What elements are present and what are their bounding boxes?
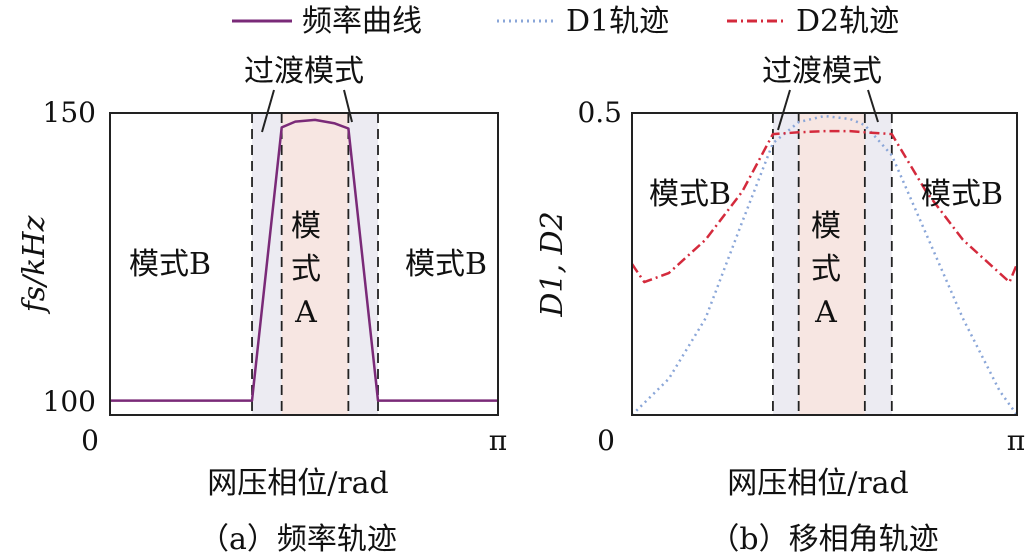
panel-b-series-d2: [630, 129, 1019, 284]
panel-a-mode-a-char-2: 式: [291, 252, 321, 287]
panel-a-regions: [251, 113, 379, 415]
panel-a-y-axis-label: fs/kHz: [17, 215, 52, 314]
panel-b-frame: [631, 112, 1018, 416]
panel-a-transition-pointer-left: [261, 89, 275, 133]
panel-b-series-d1: [631, 114, 1019, 416]
panel-a-y-tick-150: 150: [43, 96, 96, 129]
panel-b-mode-b-right: 模式B: [921, 177, 1003, 212]
panel-a-transition-pointer-right: [343, 89, 353, 123]
panel-a-mode-b-right: 模式B: [405, 247, 487, 282]
panel-a-mode-a-char-3: A: [294, 295, 317, 330]
panel-b-mode-b-left: 模式B: [649, 177, 731, 212]
panel-b-transition-label: 过渡模式: [762, 54, 882, 89]
panel-b-transition-pointer-left: [777, 89, 791, 131]
panel-b-transition-pointer-right: [867, 89, 879, 123]
panel-a-x-tick-pi: π: [489, 424, 507, 457]
panel-b-mode-a-char-3: A: [814, 295, 837, 330]
panel-a-mode-b-left: 模式B: [129, 247, 211, 282]
legend-label-d1: D1轨迹: [566, 4, 669, 39]
panel-b-region-trans-left: [772, 113, 799, 415]
panel-a-caption: （a）频率轨迹: [199, 522, 397, 557]
panel-b-x-tick-pi: π: [1007, 424, 1025, 457]
panel-a-mode-a-char-1: 模: [291, 209, 321, 244]
panel-a-frame: [109, 112, 499, 416]
panel-b-regions: [772, 113, 893, 415]
panel-a-transition-label: 过渡模式: [244, 54, 364, 89]
panel-a-lines: [110, 118, 498, 402]
panel-a-x-tick-0: 0: [81, 424, 99, 457]
panel-b-phase-shift: 0.5 0 π D1, D2 网压相位/rad （b）移相角轨迹 过渡模式 模式…: [535, 54, 1025, 557]
panel-b-x-tick-0: 0: [597, 424, 615, 457]
legend-label-frequency: 频率曲线: [302, 4, 422, 39]
legend: 频率曲线 D1轨迹 D2轨迹: [232, 4, 899, 39]
panel-a-y-tick-100: 100: [43, 385, 96, 418]
legend-label-d2: D2轨迹: [796, 4, 899, 39]
panel-b-mode-a-char-2: 式: [811, 252, 841, 287]
panel-b-x-axis-label: 网压相位/rad: [727, 466, 909, 501]
panel-b-y-tick-0.5: 0.5: [577, 96, 622, 129]
panel-b-region-mode-a: [798, 113, 865, 415]
panel-b-lines: [630, 114, 1019, 416]
panel-b-region-trans-right: [864, 113, 892, 415]
panel-b-caption: （b）移相角轨迹: [709, 522, 938, 557]
panel-a-region-mode-a: [281, 113, 349, 415]
panel-a-series-frequency: [110, 118, 498, 402]
panel-a-frequency: 150 100 0 π fs/kHz 网压相位/rad （a）频率轨迹 过渡模式…: [17, 54, 507, 557]
panel-b-y-axis-label: D1, D2: [535, 211, 570, 317]
panel-a-x-axis-label: 网压相位/rad: [207, 466, 389, 501]
panel-b-mode-a-char-1: 模: [811, 209, 841, 244]
